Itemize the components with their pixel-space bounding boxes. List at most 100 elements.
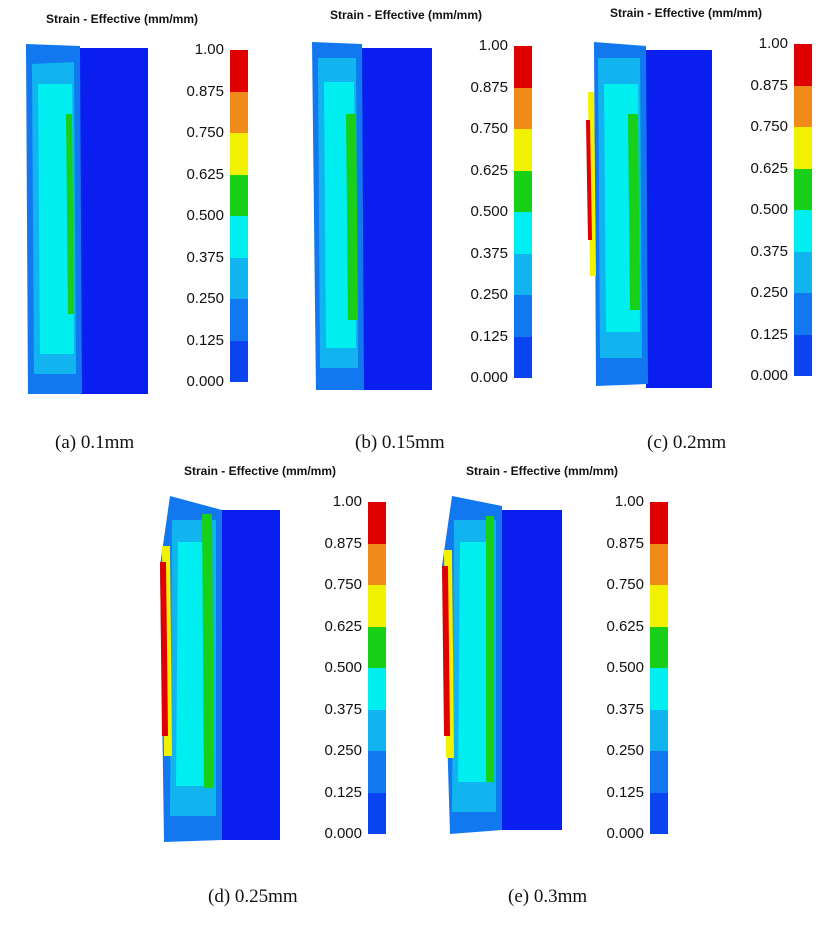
color-swatch	[230, 340, 248, 382]
legend-title: Strain - Effective (mm/mm)	[609, 6, 763, 20]
color-swatch	[368, 751, 386, 793]
color-swatch	[368, 626, 386, 668]
color-swatch	[368, 792, 386, 834]
strain-band-max	[160, 562, 168, 736]
color-swatch	[514, 129, 532, 171]
tick-label: 0.250	[324, 742, 362, 759]
color-swatch	[650, 668, 668, 710]
workpiece-region	[220, 510, 280, 840]
tick-label: 0.000	[186, 373, 224, 390]
tick-label: 0.625	[324, 617, 362, 635]
color-legend: 1.00 0.875 0.750 0.625 0.500 0.375 0.250…	[458, 37, 538, 386]
tick-label: 0.875	[470, 78, 508, 96]
tick-label: 0.875	[750, 76, 788, 94]
strain-contour-plot	[442, 496, 562, 834]
tick-label: 0.000	[750, 367, 788, 384]
workpiece-region	[80, 48, 148, 394]
tick-label: 0.375	[750, 242, 788, 260]
panel-a: Strain - Effective (mm/mm) 1.00 0.875 0.…	[22, 12, 292, 394]
color-swatch	[794, 251, 812, 293]
tick-label: 1.00	[478, 37, 508, 54]
tick-label: 0.750	[750, 118, 788, 135]
tick-label: 0.375	[606, 700, 644, 718]
caption-a: (a) 0.1mm	[55, 432, 135, 453]
color-swatch	[514, 46, 532, 88]
color-swatch	[230, 174, 248, 216]
tick-label: 0.750	[606, 576, 644, 593]
color-bar	[794, 44, 812, 376]
caption-d: (d) 0.25mm	[208, 886, 298, 907]
caption-e: (e) 0.3mm	[508, 886, 588, 907]
strain-band-max	[442, 566, 450, 736]
color-swatch	[650, 792, 668, 834]
color-swatch	[514, 295, 532, 337]
tick-label: 0.000	[606, 825, 644, 842]
color-swatch	[650, 585, 668, 627]
color-swatch	[794, 85, 812, 127]
tick-label: 0.000	[470, 369, 508, 386]
tick-label: 0.250	[606, 742, 644, 759]
tick-label: 0.125	[186, 331, 224, 349]
panel-d: Strain - Effective (mm/mm) 1.00 0.875 0.…	[160, 464, 430, 844]
color-swatch	[230, 91, 248, 133]
tick-label: 0.625	[750, 159, 788, 177]
tick-label: 0.500	[750, 201, 788, 218]
color-swatch	[794, 168, 812, 210]
tick-label: 0.250	[186, 290, 224, 307]
color-swatch	[514, 87, 532, 129]
color-swatch	[650, 709, 668, 751]
color-bar	[650, 502, 668, 834]
strain-band-peak	[486, 516, 494, 782]
panel-b: Strain - Effective (mm/mm) 1.00 0.875 0.…	[306, 8, 576, 390]
color-swatch	[368, 709, 386, 751]
tick-label: 0.500	[186, 207, 224, 224]
legend-title: Strain - Effective (mm/mm)	[465, 464, 619, 478]
tick-label: 0.375	[186, 248, 224, 266]
workpiece-region	[362, 48, 432, 390]
tick-label: 0.875	[186, 82, 224, 100]
color-bar	[368, 502, 386, 834]
color-swatch	[514, 336, 532, 378]
color-swatch	[514, 170, 532, 212]
color-swatch	[794, 334, 812, 376]
tick-label: 1.00	[758, 35, 788, 52]
tick-label: 0.500	[324, 659, 362, 676]
tick-label: 0.500	[470, 203, 508, 220]
color-swatch	[368, 543, 386, 585]
color-swatch	[230, 50, 248, 92]
color-swatch	[650, 626, 668, 668]
caption-b: (b) 0.15mm	[355, 432, 445, 453]
color-legend: 1.00 0.875 0.750 0.625 0.500 0.375 0.250…	[174, 41, 254, 390]
color-swatch	[794, 210, 812, 252]
tick-label: 1.00	[332, 493, 362, 510]
tick-label: 0.125	[606, 783, 644, 801]
strain-band-peak	[66, 114, 74, 314]
color-swatch	[794, 127, 812, 169]
panel-c: Strain - Effective (mm/mm) 1.00 0.875 0.…	[586, 6, 824, 388]
strain-band-high	[458, 542, 492, 782]
strain-contour-plot	[26, 44, 148, 394]
color-swatch	[794, 44, 812, 86]
strain-band-max	[586, 120, 592, 240]
tick-label: 0.250	[750, 284, 788, 301]
legend-title: Strain - Effective (mm/mm)	[45, 12, 199, 26]
strain-band-peak	[628, 114, 640, 310]
color-swatch	[368, 502, 386, 544]
tick-label: 0.750	[186, 124, 224, 141]
tick-label: 0.125	[750, 325, 788, 343]
color-legend: 1.00 0.875 0.750 0.625 0.500 0.375 0.250…	[594, 493, 674, 842]
color-swatch	[514, 212, 532, 254]
tick-label: 0.500	[606, 659, 644, 676]
color-swatch	[368, 668, 386, 710]
workpiece-region	[500, 510, 562, 830]
tick-label: 0.125	[470, 327, 508, 345]
tick-label: 0.750	[324, 576, 362, 593]
strain-band-peak	[202, 514, 214, 788]
caption-c: (c) 0.2mm	[647, 432, 727, 453]
color-swatch	[794, 293, 812, 335]
tick-label: 0.000	[324, 825, 362, 842]
tick-label: 0.875	[606, 534, 644, 552]
tick-label: 0.625	[606, 617, 644, 635]
tick-label: 1.00	[194, 41, 224, 58]
tick-label: 1.00	[614, 493, 644, 510]
